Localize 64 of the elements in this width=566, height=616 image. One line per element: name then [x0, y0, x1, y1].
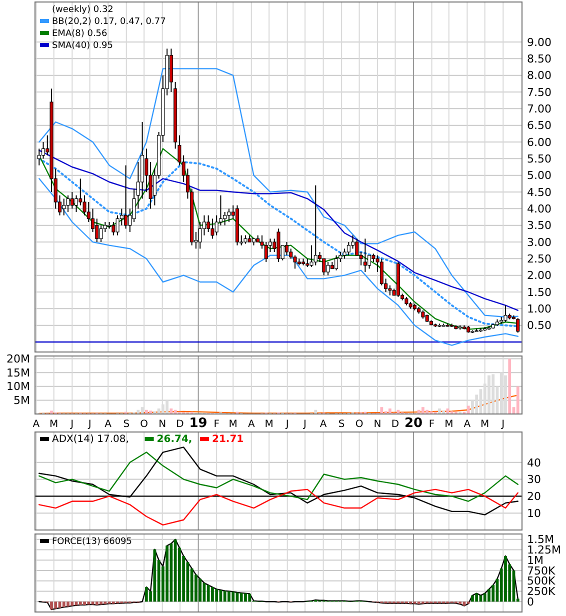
y-tick-label: 7.50 — [527, 86, 552, 99]
y-tick-label: 5.00 — [527, 169, 552, 182]
y-tick-label: 3.50 — [527, 219, 552, 232]
x-tick-label: J — [500, 419, 505, 430]
y-tick-label: 6.50 — [527, 119, 552, 132]
x-tick-label: S — [338, 419, 345, 430]
y-tick-label: 1.00 — [527, 302, 552, 316]
legend-label: EMA(8) 0.56 — [52, 29, 108, 39]
y-tick-label: 750K — [527, 564, 556, 578]
y-tick-label: 1.5M — [527, 533, 554, 546]
x-tick-label: S — [123, 419, 130, 430]
chart-title: (weekly) 0.32 — [52, 5, 114, 15]
y-tick-label: 20M — [6, 352, 30, 366]
y-tick-label: 20 — [527, 490, 541, 504]
x-tick-label: M — [228, 419, 238, 430]
legend-label: 21.71 — [212, 434, 244, 445]
y-tick-label: 0.50 — [527, 319, 552, 332]
legend-label: FORCE(13) 66095 — [52, 537, 132, 547]
y-tick-label: 30 — [527, 473, 541, 486]
y-tick-label: 10M — [6, 380, 30, 394]
y-tick-label: 1.50 — [527, 286, 552, 299]
x-tick-label: F — [214, 419, 220, 430]
x-tick-label: D — [176, 419, 184, 430]
x-tick-label: N — [374, 419, 382, 430]
x-tick-label: J — [302, 419, 307, 430]
x-tick-label: O — [140, 419, 148, 430]
y-tick-label: 2.50 — [527, 252, 552, 266]
x-tick-label: M — [444, 419, 454, 430]
legend-label: SMA(40) 0.95 — [52, 41, 114, 51]
x-tick-label: D — [391, 419, 400, 430]
legend-label: ADX(14) 17.08, — [52, 434, 129, 445]
x-tick-label: J — [284, 419, 289, 430]
y-tick-label: 15M — [6, 366, 30, 380]
y-tick-label: 500K — [527, 574, 556, 588]
legend-label: BB(20,2) 0.17, 0.47, 0.77 — [52, 17, 166, 27]
y-tick-label: 4.50 — [527, 186, 552, 199]
x-tick-label: O — [355, 419, 364, 430]
y-tick-label: 6.00 — [527, 136, 552, 149]
y-tick-label: 4.00 — [527, 202, 552, 216]
y-tick-label: 8.00 — [527, 69, 552, 82]
y-tick-label: 8.50 — [527, 52, 552, 66]
y-tick-label: 40 — [527, 456, 541, 470]
x-tick-label: 19 — [189, 416, 208, 431]
x-tick-label: J — [70, 419, 74, 430]
x-tick-label: M — [50, 419, 58, 430]
x-tick-label: A — [104, 419, 112, 430]
legend-label: 26.74, — [156, 434, 192, 445]
x-tick-label: A — [464, 419, 471, 430]
x-tick-label: N — [158, 419, 166, 430]
x-tick-label: M — [264, 419, 274, 430]
x-tick-label: A — [248, 419, 255, 430]
y-tick-label: 10 — [527, 506, 541, 520]
x-tick-label: F — [428, 419, 435, 430]
x-tick-label: 20 — [404, 416, 423, 431]
y-tick-label: 2.00 — [527, 269, 552, 282]
y-tick-label: 9.00 — [527, 36, 552, 49]
x-tick-label: J — [87, 419, 92, 430]
x-tick-label: A — [32, 419, 40, 430]
y-tick-label: 3.00 — [527, 236, 552, 249]
y-tick-label: 5M — [14, 394, 30, 408]
x-tick-label: A — [320, 419, 327, 430]
x-tick-label: M — [480, 419, 490, 430]
y-tick-label: 7.00 — [527, 102, 552, 116]
y-tick-label: 5.50 — [527, 152, 552, 166]
